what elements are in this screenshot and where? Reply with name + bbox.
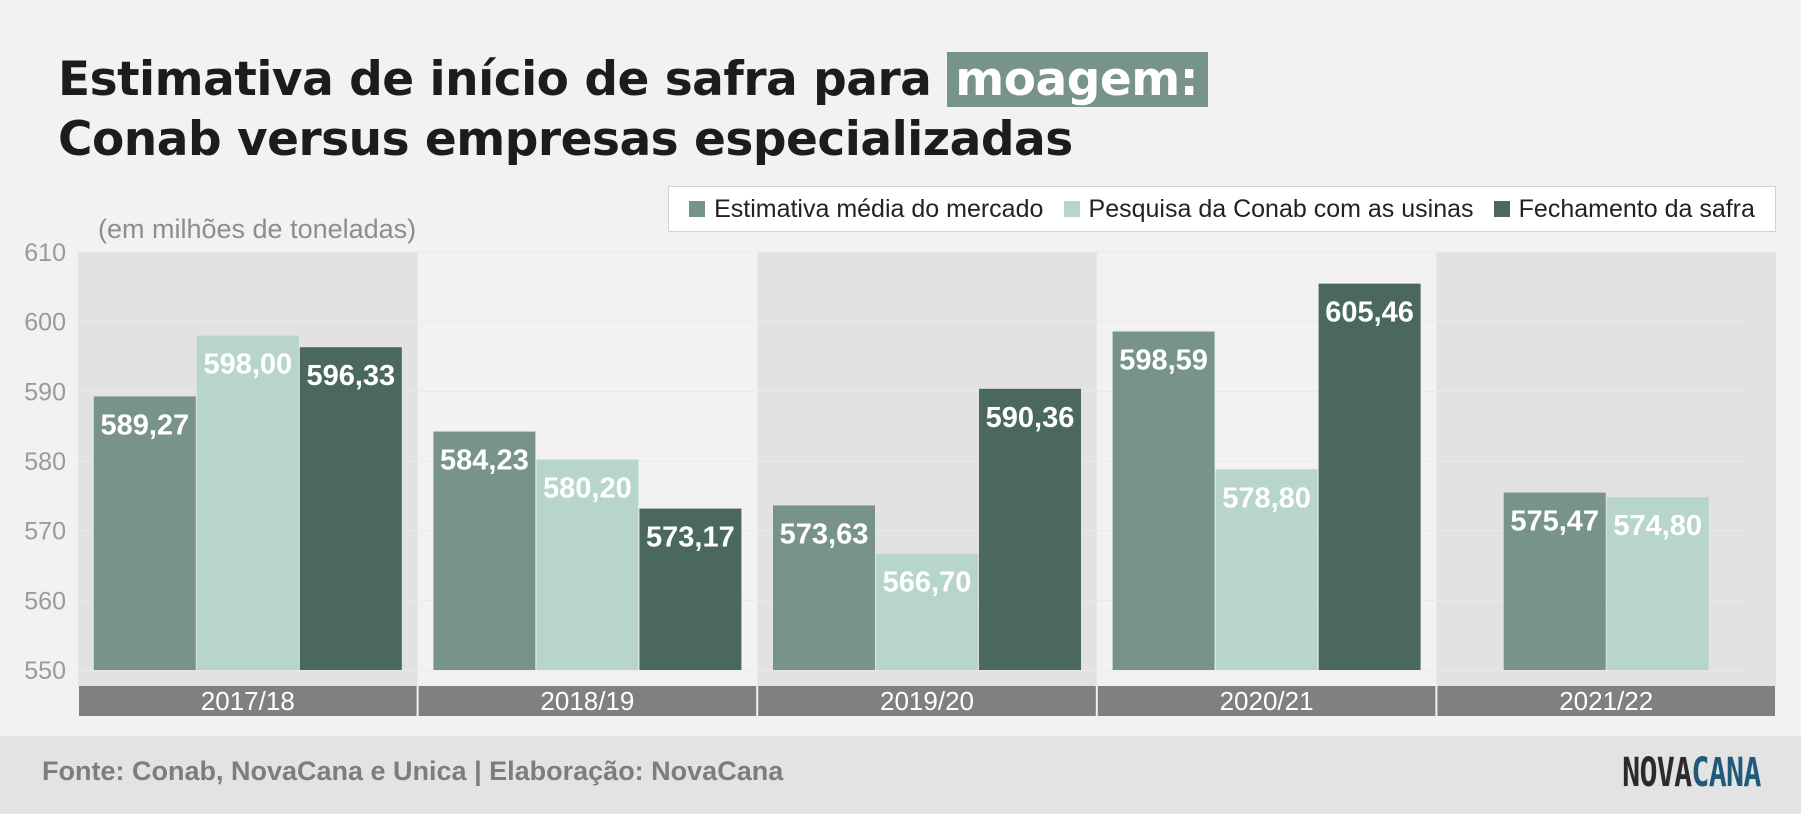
data-label: 590,36 xyxy=(986,402,1075,434)
bar-chart: 550 560 570 580 590 600 610 589,27 598,00 596,33 2… xyxy=(24,239,1776,716)
y-axis-unit-label: (em milhões de toneladas) xyxy=(98,214,417,244)
bar-2017-18-series2 xyxy=(196,335,299,670)
y-tick-label: 580 xyxy=(24,448,66,476)
bar-2019-20-series3 xyxy=(979,388,1081,670)
legend-label-conab: Pesquisa da Conab com as usinas xyxy=(1088,194,1474,223)
title-line-1: Estimativa de início de safra para xyxy=(58,52,932,107)
x-tick-label: 2021/22 xyxy=(1559,686,1653,716)
bar-2017-18-series1 xyxy=(93,396,196,670)
source-text: Fonte: Conab, NovaCana e Unica | Elabora… xyxy=(42,756,784,786)
logo-part-2: CANA xyxy=(1691,750,1762,796)
bar-2018-19-series1 xyxy=(433,431,536,670)
x-tick-label: 2020/21 xyxy=(1220,686,1314,716)
legend-item-conab: Pesquisa da Conab com as usinas xyxy=(1063,194,1474,224)
data-label: 605,46 xyxy=(1325,297,1414,329)
bar-2018-19-series2 xyxy=(536,459,639,670)
data-label: 589,27 xyxy=(100,409,189,441)
chart-title: Estimativa de início de safra para moage… xyxy=(58,50,1209,170)
bar-2017-18-series3 xyxy=(299,347,402,670)
data-label: 566,70 xyxy=(883,567,972,599)
category-bar xyxy=(1437,686,1775,716)
legend-label-closing: Fechamento da safra xyxy=(1518,194,1755,223)
bar-2020-21-series1 xyxy=(1112,331,1215,670)
x-tick-label: 2019/20 xyxy=(880,686,974,716)
data-label: 578,80 xyxy=(1222,482,1311,514)
category-bar xyxy=(418,686,757,716)
bar-2020-21-series3 xyxy=(1318,283,1421,670)
bar-2018-19-series3 xyxy=(639,508,742,670)
data-label: 573,17 xyxy=(646,522,735,554)
data-label: 573,63 xyxy=(780,518,869,550)
data-label: 596,33 xyxy=(306,360,395,392)
legend-swatch-conab xyxy=(1063,201,1080,217)
data-label: 598,00 xyxy=(203,349,292,381)
bar-2019-20-series1 xyxy=(773,505,875,670)
legend-label-market: Estimativa média do mercado xyxy=(714,194,1044,223)
legend-swatch-market xyxy=(689,201,706,217)
logo-part-1: NOVA xyxy=(1622,750,1693,796)
data-label: 598,59 xyxy=(1119,344,1208,376)
title-line-2: Conab versus empresas especializadas xyxy=(58,112,1073,167)
legend-swatch-closing xyxy=(1493,201,1510,217)
bar-2021-22-series2 xyxy=(1606,497,1709,670)
novacana-logo: NOVACANA xyxy=(1622,750,1762,796)
bar-2019-20-series2 xyxy=(876,553,978,670)
x-tick-label: 2017/18 xyxy=(201,686,295,716)
chart-legend: Estimativa média do mercado Pesquisa da … xyxy=(668,186,1776,232)
data-label: 580,20 xyxy=(543,473,632,505)
y-tick-label: 600 xyxy=(24,309,66,337)
legend-item-closing: Fechamento da safra xyxy=(1493,194,1755,224)
bar-2021-22-series1 xyxy=(1503,492,1606,670)
data-label: 574,80 xyxy=(1613,510,1702,542)
y-tick-label: 590 xyxy=(24,378,66,406)
category-bar xyxy=(79,686,417,716)
y-tick-label: 560 xyxy=(24,587,66,615)
bar-2020-21-series2 xyxy=(1215,469,1318,670)
x-tick-label: 2018/19 xyxy=(540,686,634,716)
group-background xyxy=(1436,252,1776,686)
data-label: 575,47 xyxy=(1510,506,1599,538)
legend-item-market: Estimativa média do mercado xyxy=(689,195,1043,224)
y-tick-label: 610 xyxy=(24,239,66,267)
y-tick-label: 550 xyxy=(24,657,66,685)
y-tick-label: 570 xyxy=(24,518,66,546)
title-highlight: moagem: xyxy=(947,52,1209,107)
data-label: 584,23 xyxy=(440,445,529,477)
category-bar xyxy=(1097,686,1436,716)
footer: Fonte: Conab, NovaCana e Unica | Elabora… xyxy=(0,736,1801,814)
category-bar xyxy=(758,686,1096,716)
